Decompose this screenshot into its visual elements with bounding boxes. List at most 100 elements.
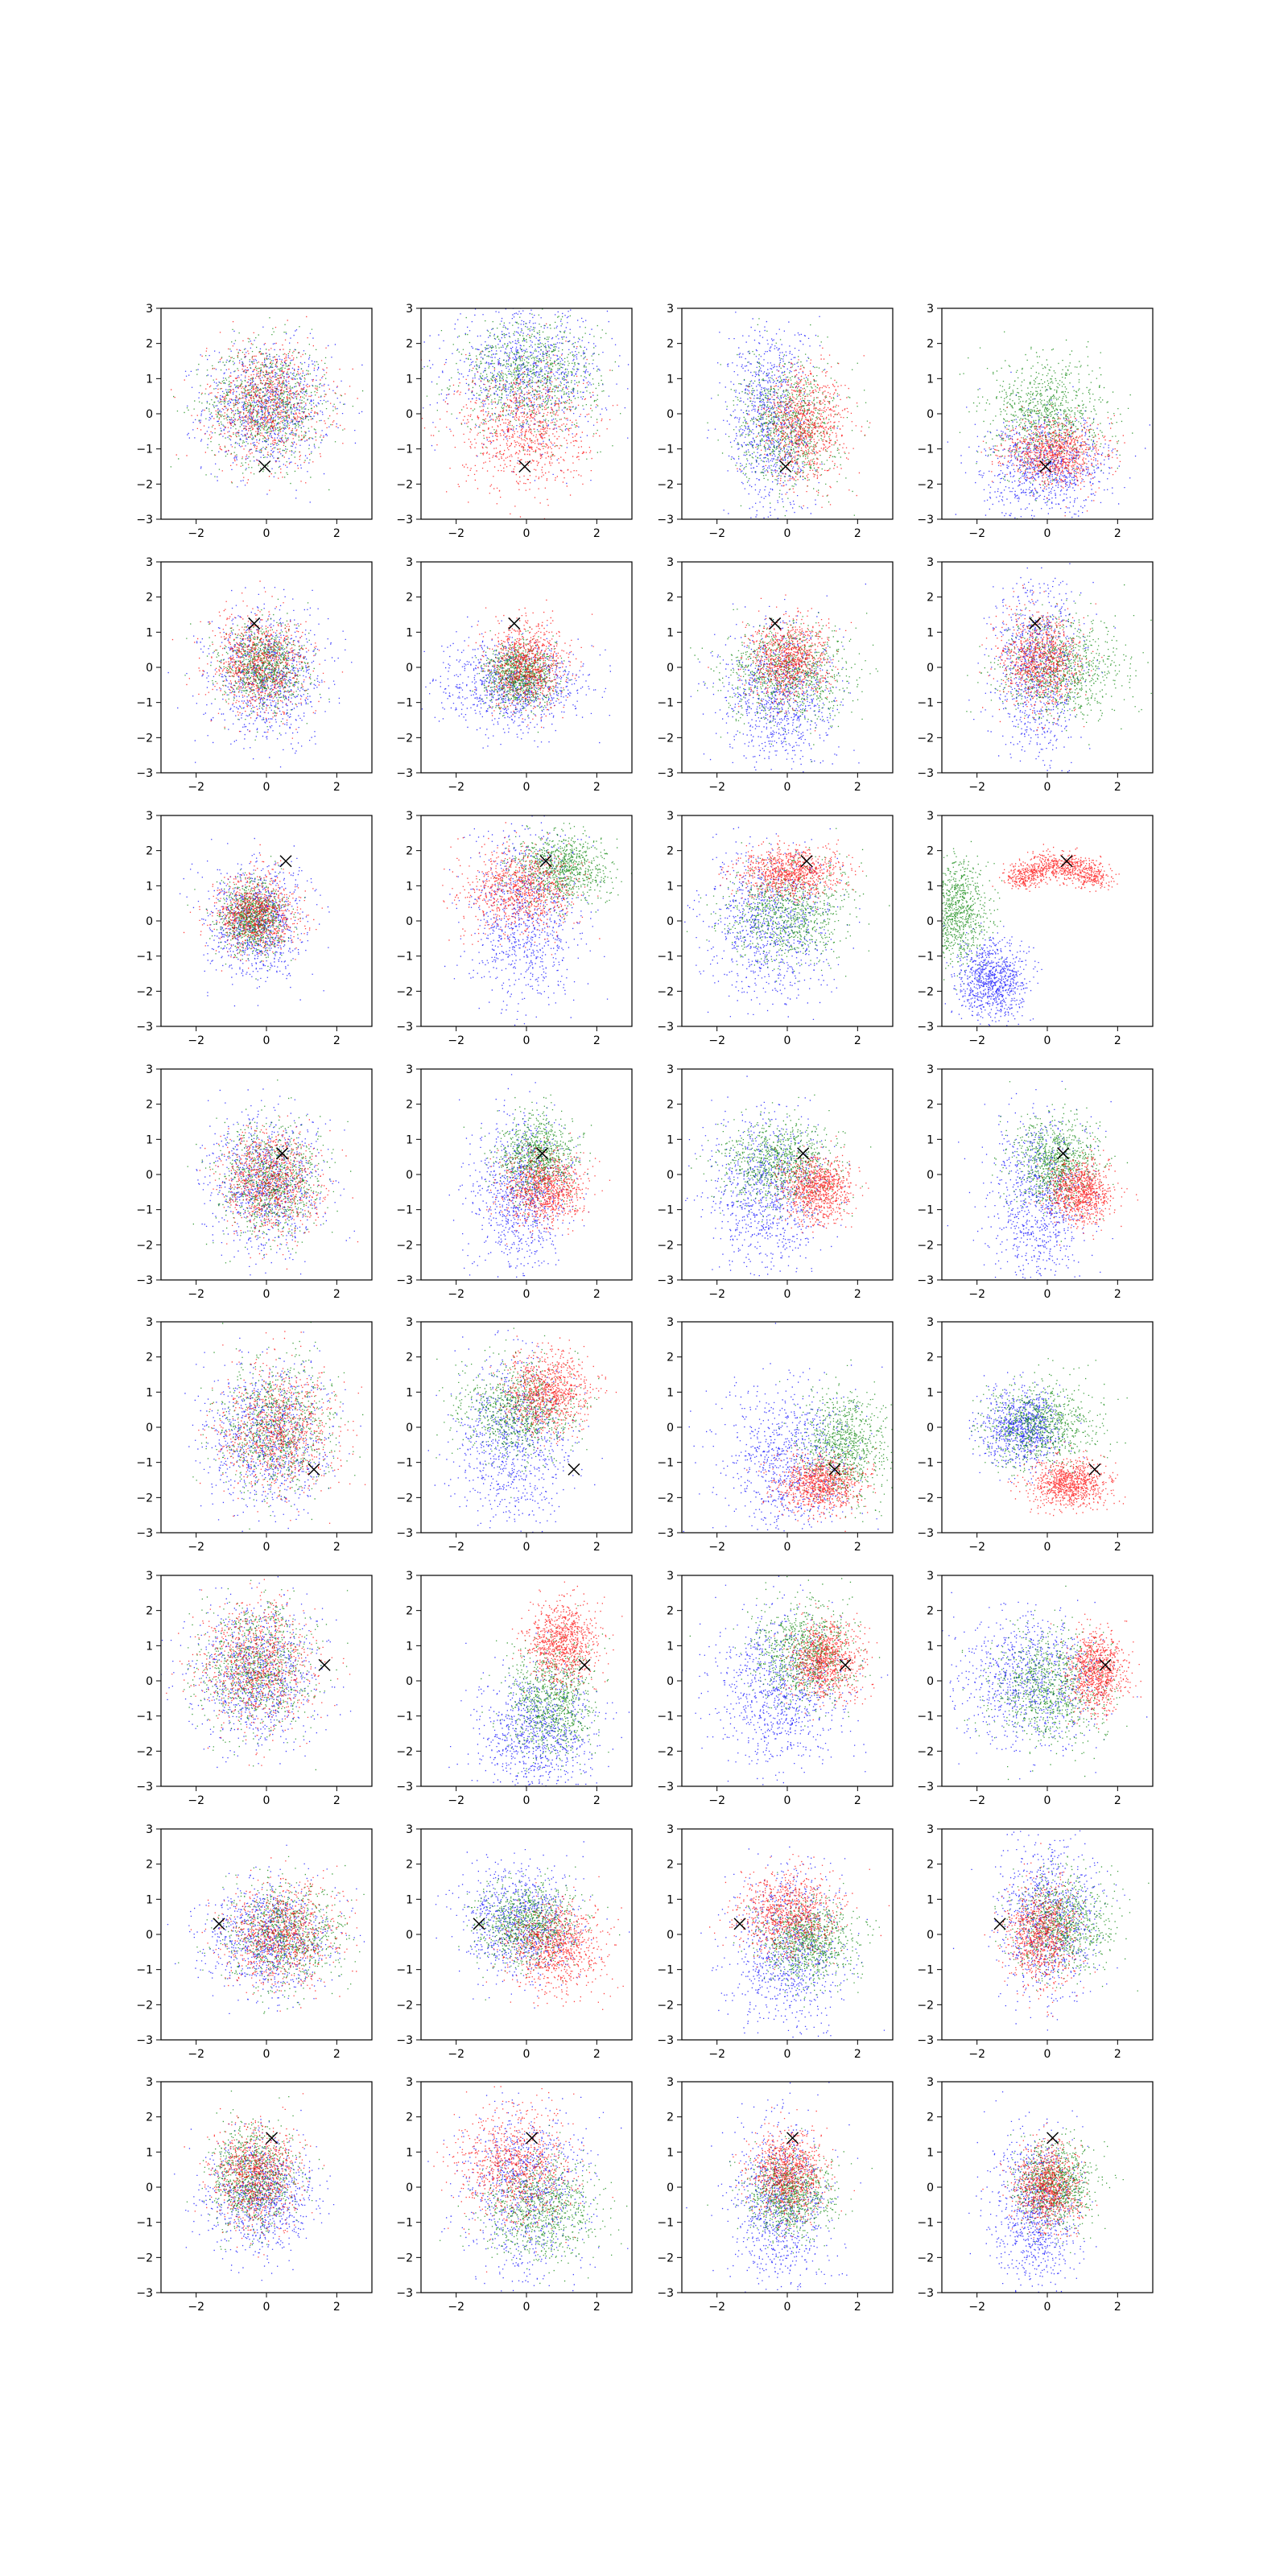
points-blue (161, 1576, 352, 1769)
points-layer (174, 2091, 335, 2281)
x-tick-label: 0 (784, 527, 791, 540)
x-tick-label: 0 (784, 2301, 791, 2314)
y-tick-label: 3 (146, 556, 153, 569)
y-tick-label: −2 (657, 1999, 674, 2012)
x-marker (266, 2132, 279, 2145)
points-layer (942, 840, 1120, 1026)
y-tick-label: −2 (657, 478, 674, 491)
scatter-panel-r3-c3: −2 0 2 −3 −2 −1 0 1 2 3 (657, 810, 894, 1047)
y-tick-label: 0 (667, 662, 674, 675)
scatter-panel-r8-c2: −2 0 2 −3 −2 −1 0 1 2 3 (396, 2076, 633, 2314)
y-tick-label: 1 (927, 1640, 934, 1653)
x-tick-label: 2 (854, 1541, 861, 1554)
x-tick-label: −2 (968, 1541, 985, 1554)
y-tick-label: 1 (146, 2146, 153, 2159)
y-tick-label: 0 (927, 915, 934, 928)
y-tick-label: 1 (667, 1640, 674, 1653)
y-tick-label: −3 (136, 1781, 153, 1794)
y-tick-label: −1 (917, 444, 934, 456)
y-tick-label: 3 (667, 1063, 674, 1076)
scatter-panel-r7-c2: −2 0 2 −3 −2 −1 0 1 2 3 (396, 1823, 633, 2061)
y-tick-label: −1 (657, 444, 674, 456)
scatter-panel-r2-c1: −2 0 2 −3 −2 −1 0 1 2 3 (136, 556, 373, 794)
points-layer (421, 599, 611, 749)
x-tick-label: 2 (1114, 1541, 1121, 1554)
y-tick-label: 1 (406, 373, 413, 386)
x-tick-label: 2 (593, 1794, 601, 1807)
y-tick-label: −2 (917, 478, 934, 491)
y-tick-label: 0 (406, 1422, 413, 1435)
y-tick-label: 1 (927, 1893, 934, 1906)
y-tick-label: 0 (927, 408, 934, 421)
x-tick-label: 2 (333, 1034, 341, 1047)
y-tick-label: 0 (667, 1675, 674, 1688)
scatter-panel-r3-c4: −2 0 2 −3 −2 −1 0 1 2 3 (917, 810, 1154, 1047)
x-tick-label: 0 (784, 1794, 791, 1807)
y-tick-label: 0 (146, 1929, 153, 1942)
y-tick-label: 2 (406, 2112, 413, 2124)
x-tick-label: 2 (593, 2301, 601, 2314)
points-layer (448, 1074, 611, 1278)
x-tick-label: 0 (784, 1541, 791, 1554)
y-tick-label: −2 (136, 985, 153, 998)
points-layer (947, 1080, 1138, 1280)
y-tick-label: −2 (657, 732, 674, 745)
x-tick-label: 0 (523, 1288, 530, 1301)
points-red (166, 1579, 351, 1766)
x-tick-label: 2 (1114, 2048, 1121, 2061)
points-green (707, 2128, 873, 2270)
x-tick-label: −2 (188, 2048, 204, 2061)
scatter-panel-r4-c1: −2 0 2 −3 −2 −1 0 1 2 3 (136, 1063, 373, 1301)
y-tick-label: 0 (927, 1422, 934, 1435)
points-green (992, 1081, 1129, 1242)
x-tick-label: −2 (188, 1288, 204, 1301)
x-marker (828, 1463, 841, 1476)
x-marker (473, 1918, 485, 1930)
x-marker (526, 2132, 539, 2145)
y-tick-label: 2 (146, 2112, 153, 2124)
y-tick-label: 2 (667, 1352, 674, 1364)
y-tick-label: −1 (657, 1964, 674, 1977)
y-tick-label: −1 (917, 1204, 934, 1217)
y-tick-label: −1 (396, 1457, 413, 1470)
y-tick-label: 0 (667, 1169, 674, 1182)
y-tick-label: 3 (667, 1316, 674, 1329)
y-tick-label: −3 (136, 514, 153, 526)
x-tick-label: −2 (448, 2301, 464, 2314)
points-layer (968, 1358, 1128, 1517)
points-blue (968, 1372, 1085, 1484)
y-tick-label: −3 (136, 1021, 153, 1034)
x-tick-label: 2 (854, 2301, 861, 2314)
x-marker (1088, 1463, 1101, 1476)
x-tick-label: 2 (854, 527, 861, 540)
x-tick-label: −2 (448, 1794, 464, 1807)
x-tick-label: 0 (1044, 1794, 1051, 1807)
x-tick-label: 2 (1114, 527, 1121, 540)
x-marker (536, 1147, 549, 1160)
y-tick-label: 2 (667, 1859, 674, 1872)
y-tick-label: −2 (917, 1999, 934, 2012)
x-tick-label: −2 (188, 1541, 204, 1554)
y-tick-label: −3 (917, 2287, 934, 2300)
x-marker (839, 1658, 852, 1671)
points-blue (707, 312, 839, 519)
x-marker (1060, 855, 1073, 868)
y-tick-label: 2 (927, 845, 934, 858)
y-tick-label: −2 (917, 732, 934, 745)
y-tick-label: −3 (917, 1527, 934, 1540)
x-tick-label: 2 (333, 2048, 341, 2061)
x-marker (993, 1918, 1006, 1930)
y-tick-label: −2 (917, 1492, 934, 1505)
scatter-panel-r8-c1: −2 0 2 −3 −2 −1 0 1 2 3 (136, 2076, 373, 2314)
points-green (184, 598, 330, 741)
y-tick-label: 1 (406, 1133, 413, 1146)
x-tick-label: 0 (784, 2048, 791, 2061)
y-tick-label: 3 (927, 556, 934, 569)
x-tick-label: −2 (188, 1794, 204, 1807)
points-red (774, 1603, 878, 1721)
x-tick-label: 2 (1114, 1794, 1121, 1807)
y-tick-label: 1 (927, 373, 934, 386)
y-tick-label: 2 (406, 338, 413, 351)
y-tick-label: −2 (657, 1239, 674, 1252)
